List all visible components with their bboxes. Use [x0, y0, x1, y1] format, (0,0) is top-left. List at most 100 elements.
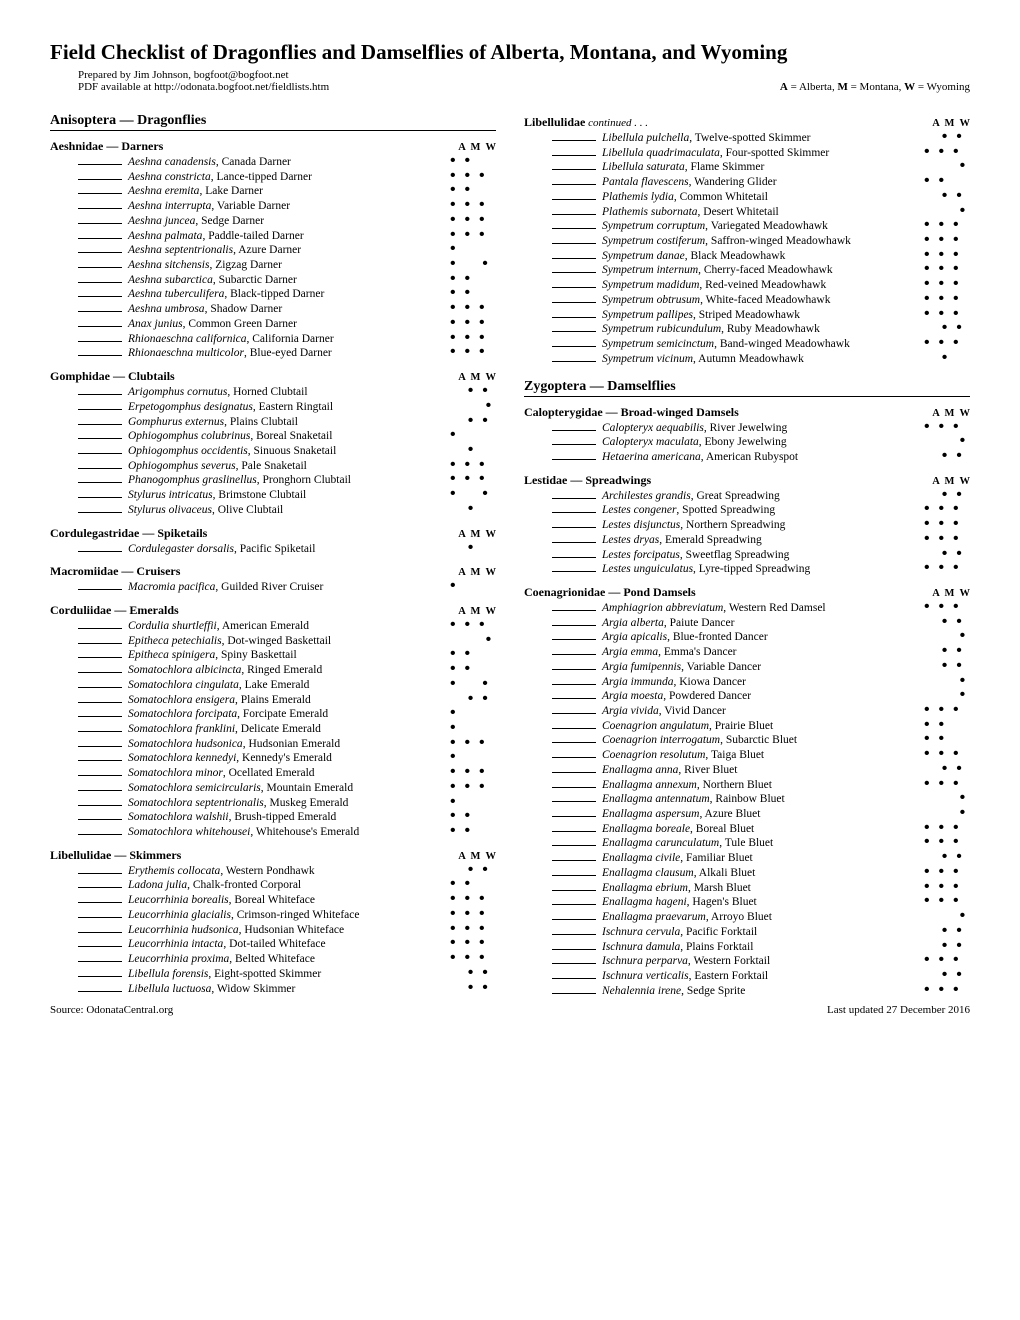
- tally-blank[interactable]: [78, 282, 122, 283]
- tally-blank[interactable]: [78, 512, 122, 513]
- tally-blank[interactable]: [78, 551, 122, 552]
- tally-blank[interactable]: [78, 887, 122, 888]
- tally-blank[interactable]: [78, 731, 122, 732]
- tally-blank[interactable]: [552, 331, 596, 332]
- tally-blank[interactable]: [78, 746, 122, 747]
- tally-blank[interactable]: [552, 625, 596, 626]
- tally-blank[interactable]: [78, 976, 122, 977]
- tally-blank[interactable]: [552, 787, 596, 788]
- tally-blank[interactable]: [552, 949, 596, 950]
- tally-blank[interactable]: [552, 512, 596, 513]
- tally-blank[interactable]: [78, 409, 122, 410]
- tally-blank[interactable]: [78, 672, 122, 673]
- tally-blank[interactable]: [78, 589, 122, 590]
- tally-blank[interactable]: [552, 361, 596, 362]
- tally-blank[interactable]: [552, 904, 596, 905]
- tally-blank[interactable]: [552, 993, 596, 994]
- tally-blank[interactable]: [552, 169, 596, 170]
- tally-blank[interactable]: [552, 140, 596, 141]
- tally-blank[interactable]: [78, 805, 122, 806]
- tally-blank[interactable]: [552, 963, 596, 964]
- tally-blank[interactable]: [78, 497, 122, 498]
- tally-blank[interactable]: [552, 845, 596, 846]
- tally-blank[interactable]: [78, 341, 122, 342]
- tally-blank[interactable]: [552, 669, 596, 670]
- tally-blank[interactable]: [78, 932, 122, 933]
- tally-blank[interactable]: [78, 790, 122, 791]
- tally-blank[interactable]: [78, 267, 122, 268]
- tally-blank[interactable]: [78, 179, 122, 180]
- tally-blank[interactable]: [78, 438, 122, 439]
- tally-blank[interactable]: [78, 760, 122, 761]
- tally-blank[interactable]: [552, 214, 596, 215]
- tally-blank[interactable]: [552, 302, 596, 303]
- tally-blank[interactable]: [552, 801, 596, 802]
- tally-blank[interactable]: [552, 713, 596, 714]
- tally-blank[interactable]: [78, 702, 122, 703]
- tally-blank[interactable]: [552, 831, 596, 832]
- tally-blank[interactable]: [78, 873, 122, 874]
- tally-blank[interactable]: [552, 698, 596, 699]
- tally-blank[interactable]: [552, 610, 596, 611]
- tally-blank[interactable]: [552, 757, 596, 758]
- tally-blank[interactable]: [78, 819, 122, 820]
- tally-blank[interactable]: [552, 527, 596, 528]
- tally-blank[interactable]: [78, 643, 122, 644]
- tally-blank[interactable]: [552, 978, 596, 979]
- tally-blank[interactable]: [552, 459, 596, 460]
- tally-blank[interactable]: [552, 258, 596, 259]
- tally-blank[interactable]: [552, 155, 596, 156]
- tally-blank[interactable]: [78, 193, 122, 194]
- tally-blank[interactable]: [78, 238, 122, 239]
- tally-blank[interactable]: [78, 834, 122, 835]
- tally-blank[interactable]: [552, 243, 596, 244]
- tally-blank[interactable]: [552, 919, 596, 920]
- tally-blank[interactable]: [552, 430, 596, 431]
- tally-blank[interactable]: [78, 468, 122, 469]
- tally-blank[interactable]: [552, 875, 596, 876]
- tally-blank[interactable]: [78, 296, 122, 297]
- tally-blank[interactable]: [552, 639, 596, 640]
- tally-blank[interactable]: [78, 628, 122, 629]
- tally-blank[interactable]: [552, 742, 596, 743]
- tally-blank[interactable]: [552, 542, 596, 543]
- tally-blank[interactable]: [552, 557, 596, 558]
- tally-blank[interactable]: [552, 199, 596, 200]
- tally-blank[interactable]: [78, 946, 122, 947]
- tally-blank[interactable]: [78, 775, 122, 776]
- tally-blank[interactable]: [78, 252, 122, 253]
- tally-blank[interactable]: [552, 654, 596, 655]
- tally-blank[interactable]: [78, 208, 122, 209]
- tally-blank[interactable]: [552, 287, 596, 288]
- tally-blank[interactable]: [552, 728, 596, 729]
- tally-blank[interactable]: [78, 991, 122, 992]
- tally-blank[interactable]: [552, 772, 596, 773]
- tally-blank[interactable]: [552, 860, 596, 861]
- tally-blank[interactable]: [78, 164, 122, 165]
- tally-blank[interactable]: [78, 394, 122, 395]
- tally-blank[interactable]: [552, 498, 596, 499]
- tally-blank[interactable]: [552, 184, 596, 185]
- tally-blank[interactable]: [552, 272, 596, 273]
- tally-blank[interactable]: [552, 571, 596, 572]
- tally-blank[interactable]: [78, 482, 122, 483]
- tally-blank[interactable]: [552, 444, 596, 445]
- tally-blank[interactable]: [552, 890, 596, 891]
- tally-blank[interactable]: [78, 687, 122, 688]
- tally-blank[interactable]: [552, 228, 596, 229]
- tally-blank[interactable]: [78, 355, 122, 356]
- tally-blank[interactable]: [78, 453, 122, 454]
- tally-blank[interactable]: [552, 346, 596, 347]
- tally-blank[interactable]: [552, 684, 596, 685]
- tally-blank[interactable]: [78, 223, 122, 224]
- tally-blank[interactable]: [78, 311, 122, 312]
- tally-blank[interactable]: [78, 326, 122, 327]
- tally-blank[interactable]: [78, 657, 122, 658]
- tally-blank[interactable]: [78, 961, 122, 962]
- tally-blank[interactable]: [78, 917, 122, 918]
- tally-blank[interactable]: [78, 424, 122, 425]
- tally-blank[interactable]: [552, 317, 596, 318]
- tally-blank[interactable]: [552, 934, 596, 935]
- tally-blank[interactable]: [552, 816, 596, 817]
- tally-blank[interactable]: [78, 902, 122, 903]
